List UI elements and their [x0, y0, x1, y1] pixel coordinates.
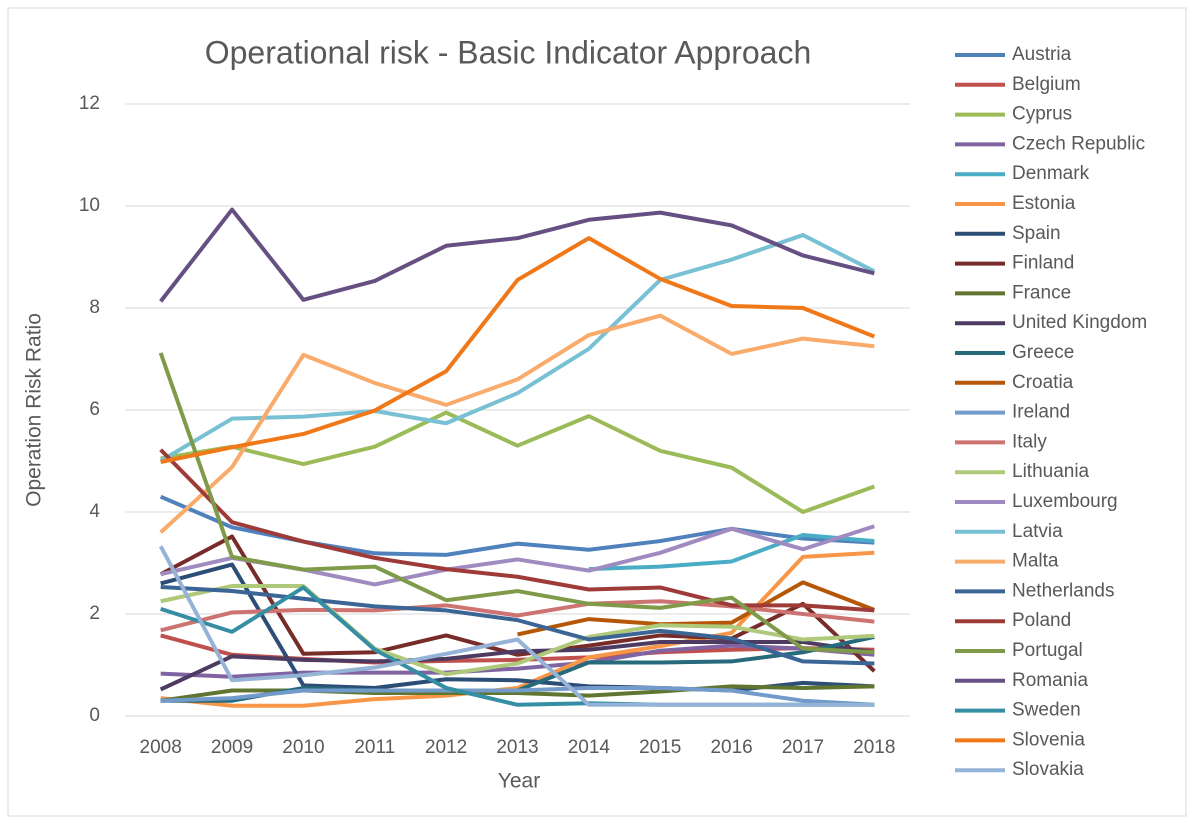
legend-label: Malta: [1012, 551, 1059, 572]
legend-label: Spain: [1012, 223, 1061, 244]
series-line: [160, 236, 876, 464]
y-tick-label: 0: [89, 705, 100, 726]
legend-label: Denmark: [1012, 163, 1090, 184]
legend-label: Sweden: [1012, 700, 1081, 721]
series-line: [160, 584, 875, 666]
series-line: [159, 233, 876, 463]
legend-label: Cyprus: [1012, 104, 1072, 125]
y-tick-label: 10: [79, 195, 100, 216]
series-line: [160, 583, 875, 677]
series-line: [159, 448, 875, 613]
x-tick-label: 2010: [282, 737, 324, 758]
series-line: [160, 599, 875, 633]
x-tick-label: 2017: [782, 737, 824, 758]
y-tick-label: 2: [89, 603, 100, 624]
series-line: [158, 545, 875, 707]
legend-label: Portugal: [1012, 640, 1083, 661]
x-tick-label: 2014: [568, 737, 611, 758]
series-line: [588, 532, 875, 572]
legend-label: United Kingdom: [1012, 312, 1147, 333]
legend-label: Croatia: [1012, 372, 1074, 393]
x-tick-label: 2011: [354, 737, 395, 758]
legend-label: Austria: [1012, 44, 1072, 65]
chart-title: Operational risk - Basic Indicator Appro…: [205, 34, 812, 70]
x-tick-label: 2009: [211, 737, 253, 758]
legend-label: Belgium: [1012, 74, 1081, 95]
legend-label: Slovakia: [1012, 759, 1084, 780]
series-line: [159, 640, 875, 692]
series-line: [517, 580, 876, 637]
series-line: [159, 313, 875, 534]
legend-label: Finland: [1012, 253, 1074, 274]
legend-label: Romania: [1012, 670, 1088, 691]
x-tick-label: 2012: [425, 737, 467, 758]
y-tick-label: 8: [89, 297, 100, 318]
legend-label: Greece: [1012, 342, 1074, 363]
legend-label: Czech Republic: [1012, 133, 1145, 154]
legend-label: Estonia: [1012, 193, 1076, 214]
y-tick-label: 12: [79, 93, 100, 114]
series-line: [160, 410, 875, 514]
legend-label: Luxembourg: [1012, 491, 1118, 512]
x-tick-label: 2015: [639, 737, 681, 758]
y-tick-label: 4: [89, 501, 100, 522]
x-tick-label: 2018: [853, 737, 895, 758]
legend-label: Latvia: [1012, 521, 1063, 542]
legend-label: France: [1012, 282, 1071, 303]
legend-label: Italy: [1012, 431, 1047, 452]
legend-label: Slovenia: [1012, 729, 1085, 750]
series-line: [159, 534, 876, 673]
series-line: [160, 685, 875, 707]
legend-label: Ireland: [1012, 402, 1070, 423]
x-tick-label: 2008: [140, 737, 182, 758]
legend-label: Poland: [1012, 610, 1071, 631]
x-tick-label: 2013: [496, 737, 538, 758]
y-axis-label: Operation Risk Ratio: [23, 313, 46, 507]
y-tick-label: 6: [89, 399, 100, 420]
x-axis-label: Year: [498, 770, 540, 793]
series-line: [158, 352, 875, 655]
x-tick-label: 2016: [710, 737, 752, 758]
legend-label: Netherlands: [1012, 580, 1114, 601]
legend-label: Lithuania: [1012, 461, 1090, 482]
series-line: [159, 207, 875, 303]
